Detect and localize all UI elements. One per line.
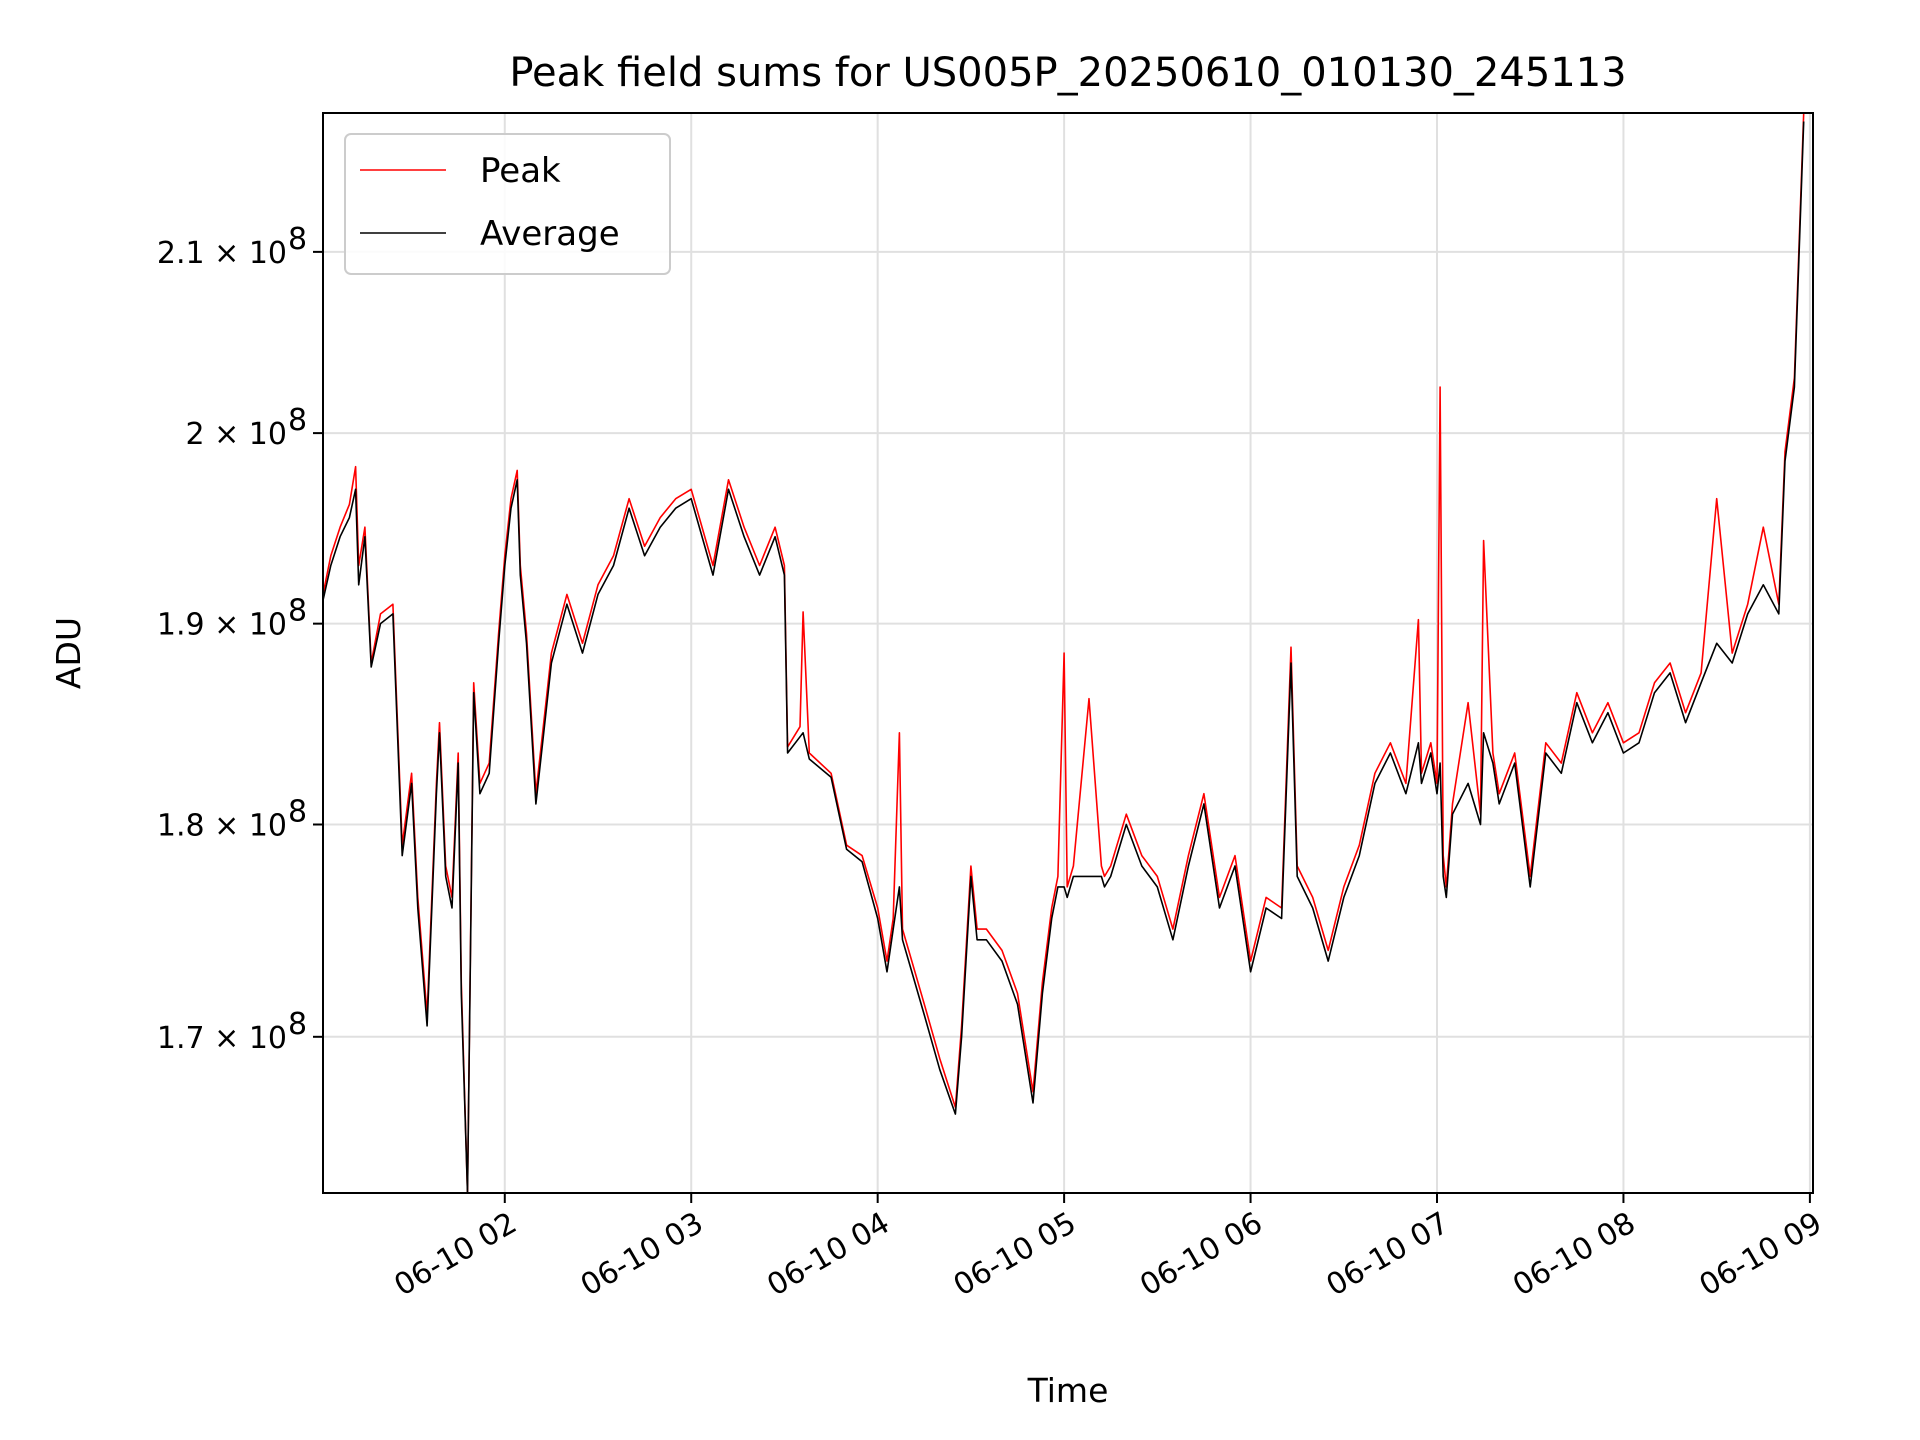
y-axis: 1.7 × 10 81.8 × 10 81.9 × 10 82 × 10 82.1 × … bbox=[157, 222, 323, 1056]
y-tick-label: 1.9 × 10 bbox=[157, 608, 287, 643]
legend-label-peak: Peak bbox=[480, 151, 561, 191]
y-tick-exponent: 8 bbox=[288, 1007, 307, 1042]
legend-box bbox=[344, 133, 671, 275]
y-tick-exponent: 8 bbox=[288, 794, 307, 829]
series-line-average bbox=[322, 121, 1805, 1194]
chart-title: Peak field sums for US005P_20250610_0101… bbox=[509, 50, 1626, 96]
y-tick-label: 1.8 × 10 bbox=[157, 808, 287, 843]
y-tick-exponent: 8 bbox=[288, 222, 307, 257]
legend: Peak Average bbox=[344, 133, 671, 275]
series-lines bbox=[322, 112, 1805, 1194]
plot-frame bbox=[322, 112, 1814, 1194]
x-axis-label: Time bbox=[1027, 1371, 1109, 1410]
series-line-peak bbox=[322, 112, 1805, 1194]
y-tick-label: 2.1 × 10 bbox=[157, 236, 287, 271]
grid bbox=[323, 113, 1813, 1193]
y-axis-label: ADU bbox=[49, 617, 88, 689]
y-tick-exponent: 8 bbox=[288, 403, 307, 438]
y-tick-label: 2 × 10 bbox=[186, 417, 287, 452]
legend-label-average: Average bbox=[480, 214, 620, 254]
y-tick-exponent: 8 bbox=[288, 594, 307, 629]
y-tick-label: 1.7 × 10 bbox=[157, 1021, 287, 1056]
